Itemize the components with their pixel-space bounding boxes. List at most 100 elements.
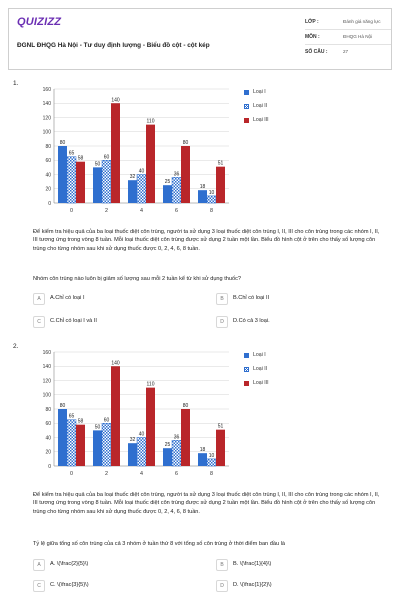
data-label: 65 (69, 151, 75, 157)
y-tick-label: 60 (45, 421, 51, 427)
data-label: 140 (111, 97, 120, 103)
option-letter: D (216, 580, 228, 592)
legend-swatch (244, 367, 249, 372)
legend-item: Loại I (244, 351, 304, 365)
y-tick-label: 120 (43, 115, 52, 121)
chart-legend: Loại I Loại II Loại III (244, 88, 304, 130)
bar-chart-q2: 0 20 40 60 80 100 120 140 160 80 65 58 0 50 60 140 2 32 40… (34, 348, 234, 483)
meta-label: MÔN : (305, 34, 320, 40)
option-d[interactable]: D D. \(\frac{1}{2}\) (216, 580, 376, 592)
bar-chart-q1: 0 20 40 60 80 100 120 140 160 80 65 58 0 50 60 140 2 32 40… (34, 85, 234, 220)
data-label: 40 (139, 432, 145, 438)
option-letter: C (33, 316, 45, 328)
bar-loại-iii (181, 409, 190, 466)
worksheet-header: QUIZIZZ ĐGNL ĐHQG Hà Nội - Tư duy định l… (8, 8, 392, 70)
option-text: C. \(\frac{3}{5}\) (50, 582, 89, 588)
bar-loại-i (58, 409, 67, 466)
meta-label: SỐ CÂU : (305, 49, 328, 55)
question-number: 2. (13, 343, 19, 350)
option-text: B.Chỉ có loại II (233, 295, 270, 301)
data-label: 18 (200, 447, 206, 453)
data-label: 18 (200, 184, 206, 190)
legend-label: Loại III (253, 117, 269, 123)
data-label: 50 (95, 424, 101, 430)
option-c[interactable]: C C. \(\frac{3}{5}\) (33, 580, 193, 592)
data-label: 140 (111, 360, 120, 366)
x-tick-label: 0 (70, 208, 73, 214)
legend-swatch (244, 104, 249, 109)
bar-loại-ii (136, 437, 147, 467)
meta-value: 27 (343, 49, 349, 54)
meta-value: ĐHQG Hà Nội (343, 34, 373, 39)
chart-svg: 0204060801001201401608065580506014023240… (43, 87, 229, 214)
bar-loại-i (58, 146, 67, 203)
bar-loại-i (163, 448, 172, 466)
worksheet-title: ĐGNL ĐHQG Hà Nội - Tư duy định lượng - B… (17, 42, 210, 49)
y-tick-label: 0 (48, 201, 51, 207)
x-tick-label: 8 (210, 471, 213, 477)
y-tick-label: 140 (43, 364, 52, 370)
option-a[interactable]: A A.Chỉ có loại I (33, 293, 193, 305)
option-letter: B (216, 559, 228, 571)
bar-loại-i (198, 453, 207, 466)
data-label: 25 (165, 179, 171, 185)
bar-loại-iii (181, 146, 190, 203)
option-b[interactable]: B B. \(\frac{1}{4}\) (216, 559, 376, 571)
bar-loại-iii (216, 166, 225, 203)
data-label: 25 (165, 442, 171, 448)
bar-loại-ii (66, 156, 77, 204)
x-tick-label: 2 (105, 471, 108, 477)
question-prompt: Tỷ lệ giữa tổng số côn trùng của cả 3 nh… (33, 541, 285, 547)
data-label: 80 (183, 140, 189, 146)
y-tick-label: 140 (43, 101, 52, 107)
bar-loại-iii (146, 387, 155, 466)
data-label: 60 (104, 154, 110, 160)
bar-loại-ii (136, 174, 147, 204)
option-c[interactable]: C C.Chỉ có loại I và II (33, 316, 193, 328)
data-label: 65 (69, 414, 75, 420)
data-label: 60 (104, 417, 110, 423)
y-tick-label: 0 (48, 464, 51, 470)
legend-item: Loại II (244, 102, 304, 116)
option-text: D. \(\frac{1}{2}\) (233, 582, 272, 588)
bar-loại-ii (206, 458, 217, 467)
legend-label: Loại II (253, 103, 268, 109)
data-label: 80 (60, 403, 66, 409)
data-label: 40 (139, 169, 145, 175)
x-tick-label: 0 (70, 471, 73, 477)
meta-row-subject: MÔN : ĐHQG Hà Nội (305, 30, 391, 45)
y-tick-label: 80 (45, 407, 51, 413)
data-label: 10 (209, 190, 215, 196)
data-label: 80 (183, 403, 189, 409)
y-tick-label: 20 (45, 187, 51, 193)
data-label: 36 (174, 171, 180, 177)
option-a[interactable]: A A. \(\frac{2}{5}\) (33, 559, 193, 571)
y-tick-label: 160 (43, 350, 52, 356)
question-text: Để kiểm tra hiệu quả của ba loại thuốc d… (33, 229, 380, 252)
option-d[interactable]: D D.Có cả 3 loại. (216, 316, 376, 328)
option-text: A.Chỉ có loại I (50, 295, 85, 301)
bar-loại-ii (66, 419, 77, 467)
meta-label: LỚP : (305, 19, 319, 25)
legend-item: Loại III (244, 379, 304, 393)
bar-loại-ii (206, 195, 217, 204)
data-label: 51 (218, 161, 224, 167)
y-tick-label: 80 (45, 144, 51, 150)
y-tick-label: 20 (45, 450, 51, 456)
legend-swatch (244, 90, 249, 95)
legend-swatch (244, 381, 249, 386)
question-text: Để kiểm tra hiệu quả của ba loại thuốc d… (33, 492, 380, 515)
option-text: D.Có cả 3 loại. (233, 318, 270, 324)
data-label: 58 (78, 419, 84, 425)
data-label: 80 (60, 140, 66, 146)
bar-loại-ii (171, 440, 182, 467)
x-tick-label: 4 (140, 471, 143, 477)
bar-loại-iii (111, 366, 120, 466)
bar-loại-ii (171, 177, 182, 204)
y-tick-label: 120 (43, 378, 52, 384)
x-tick-label: 6 (175, 471, 178, 477)
option-b[interactable]: B B.Chỉ có loại II (216, 293, 376, 305)
y-tick-label: 40 (45, 172, 51, 178)
bar-loại-i (93, 167, 102, 203)
